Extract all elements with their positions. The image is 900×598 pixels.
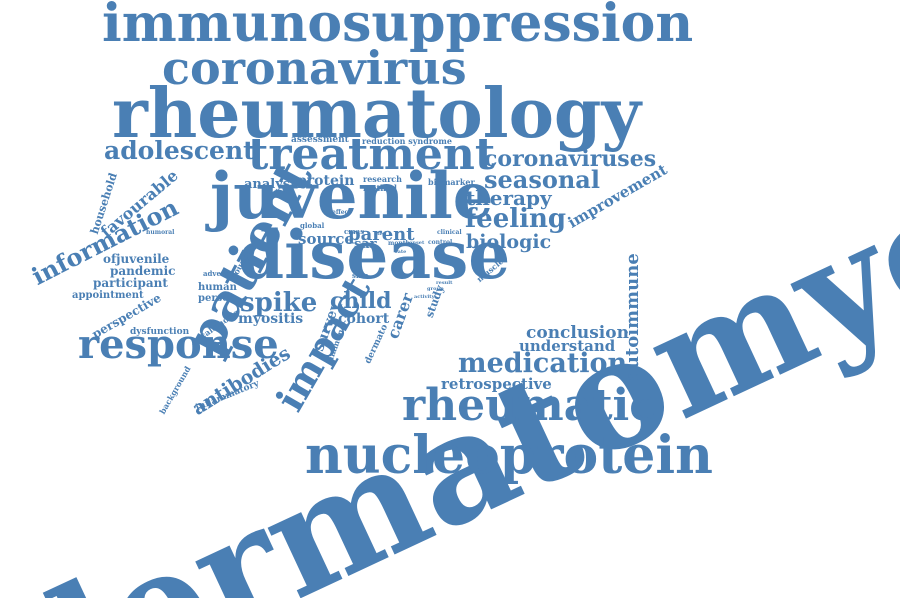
word-therapy: therapy bbox=[466, 186, 552, 210]
word-cmas: cmas bbox=[344, 227, 365, 236]
word-assessment: assessment bbox=[291, 135, 349, 145]
word-humoral: humoral bbox=[146, 229, 175, 236]
word-biologic: biologic bbox=[466, 231, 552, 253]
word-nucleoprotein: nucleoprotein bbox=[305, 425, 713, 486]
word-ofjuvenile: ofjuvenile bbox=[103, 252, 170, 266]
word-effect: effect bbox=[332, 209, 351, 216]
word-adolescent: adolescent bbox=[104, 136, 255, 165]
word-onset: onset bbox=[409, 240, 425, 246]
word-rheumatology: rheumatology bbox=[112, 74, 641, 154]
word-group: group bbox=[427, 286, 444, 292]
word-month: month bbox=[388, 240, 410, 247]
word-biomarker: biomarker bbox=[428, 177, 475, 187]
word-human: human bbox=[198, 282, 237, 293]
word-dysfunction: dysfunction bbox=[130, 327, 190, 337]
word-state: state bbox=[288, 243, 302, 249]
word-immunosuppression: immunosuppression bbox=[102, 0, 694, 54]
word-adverse: adverse bbox=[203, 269, 234, 278]
word-treatment: treatment bbox=[248, 129, 496, 180]
word-analysis: analysis bbox=[244, 177, 303, 192]
word-myositis: myositis bbox=[238, 311, 304, 327]
word-control: control bbox=[428, 239, 453, 246]
word-life: life bbox=[376, 231, 386, 237]
word-pandemic: pandemic bbox=[110, 264, 176, 278]
word-dermato: dermato bbox=[363, 323, 391, 366]
word-retrospective: retrospective bbox=[441, 375, 552, 393]
word-background: background bbox=[157, 364, 193, 416]
word-appointment: appointment bbox=[72, 290, 144, 301]
word-seasonal: seasonal bbox=[484, 165, 600, 194]
word-activity: activity bbox=[414, 294, 435, 300]
word-disease: disease bbox=[238, 216, 511, 294]
word-spike: spike bbox=[240, 288, 318, 318]
word-research: research bbox=[363, 174, 402, 184]
word-parent: parent bbox=[348, 224, 415, 245]
word-feeling: feeling bbox=[465, 204, 567, 234]
word-conclusion: conclusion bbox=[526, 323, 629, 343]
word-coronaviruses: coronaviruses bbox=[484, 146, 657, 172]
word-cohort: cohort bbox=[338, 311, 390, 327]
word-child: child bbox=[330, 288, 392, 314]
word-protein: protein bbox=[297, 173, 355, 189]
word-reduction-syndrome: reduction syndrome bbox=[362, 136, 452, 146]
word-clinical: clinical bbox=[437, 229, 462, 236]
word-participant: participant bbox=[93, 276, 168, 290]
word-source: source bbox=[298, 230, 354, 248]
word-rate: rate bbox=[395, 249, 407, 255]
word-response: response bbox=[78, 321, 279, 368]
word-person: person bbox=[198, 293, 237, 304]
word-skin: skin bbox=[352, 271, 369, 280]
word-result: result bbox=[436, 280, 453, 286]
word-understand: understand bbox=[519, 337, 616, 355]
word-juvenile: juvenile bbox=[210, 159, 494, 234]
word-rheumatic: rheumatic bbox=[402, 380, 657, 431]
word-sar: sar bbox=[354, 237, 377, 252]
word-method: method bbox=[363, 183, 397, 193]
word-coronavirus: coronavirus bbox=[162, 41, 467, 95]
word-autoimmune: autoimmune bbox=[621, 253, 643, 381]
word-medication: medication bbox=[458, 348, 628, 379]
word-global: global bbox=[300, 221, 325, 230]
